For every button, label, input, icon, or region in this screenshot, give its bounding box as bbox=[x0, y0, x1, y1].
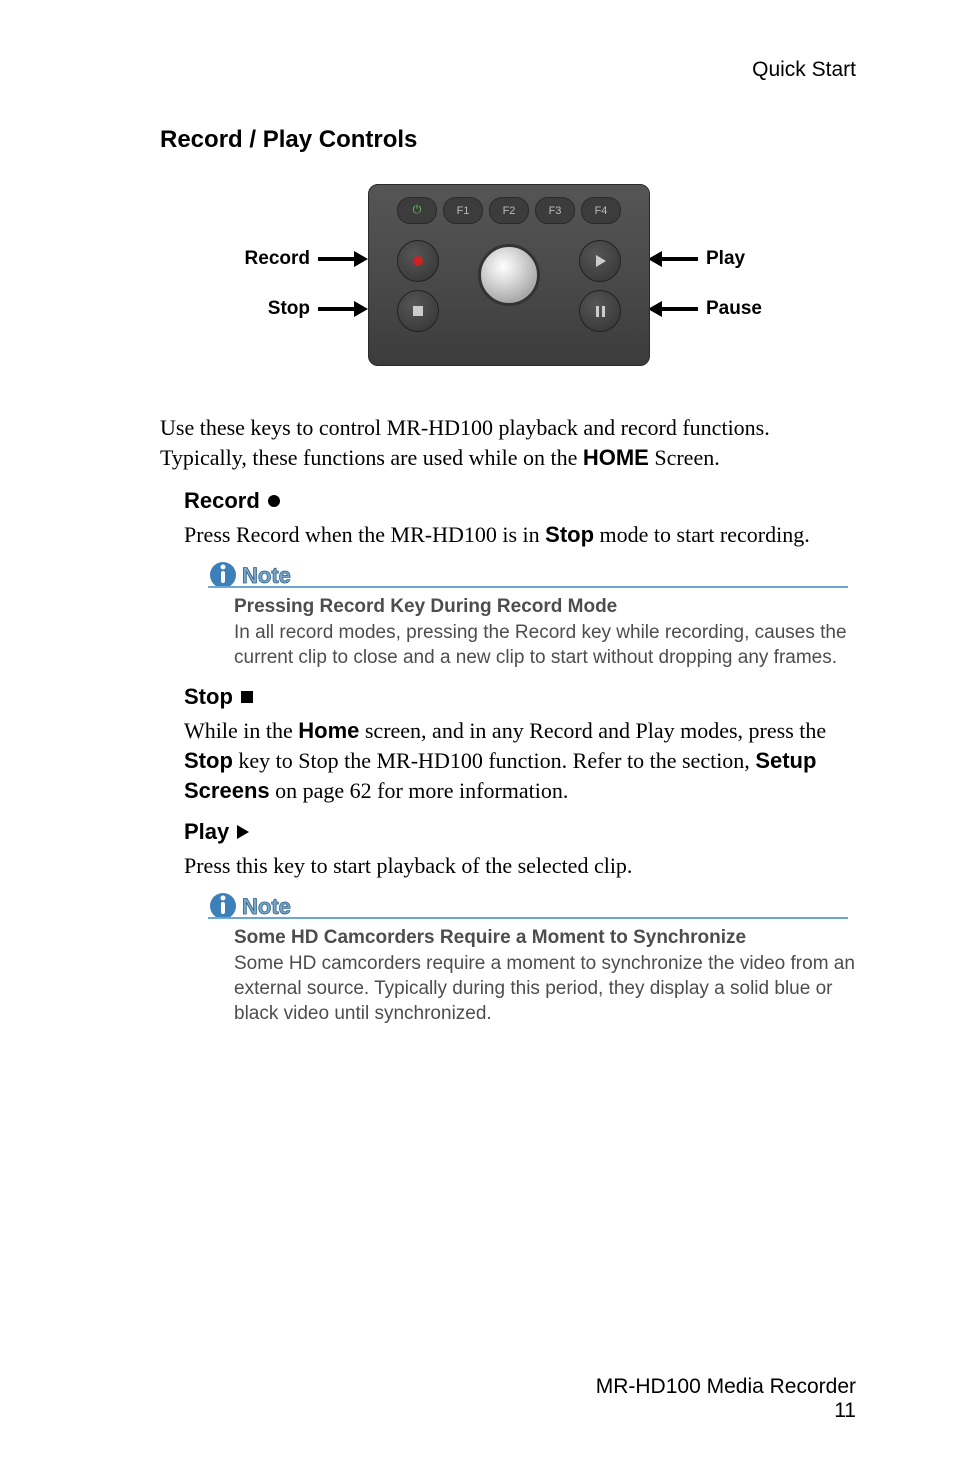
note2-text: Some HD camcorders require a moment to s… bbox=[234, 951, 856, 1026]
play-body: Press this key to start playback of the … bbox=[184, 851, 856, 881]
controls-figure: Record Stop Play Pause ⏻ F1 F2 F3 F4 bbox=[228, 184, 788, 379]
f1-key: F1 bbox=[443, 197, 483, 224]
stop-heading: Stop bbox=[184, 684, 856, 710]
record-p2: mode to start recording. bbox=[594, 522, 810, 547]
page-header: Quick Start bbox=[160, 58, 856, 82]
intro-p2: Screen. bbox=[649, 445, 720, 470]
label-record-text: Record bbox=[245, 248, 310, 270]
stop-p2: screen, and in any Record and Play modes… bbox=[359, 718, 826, 743]
label-record: Record bbox=[245, 248, 368, 270]
record-icon bbox=[268, 495, 280, 507]
footer-page: 11 bbox=[596, 1399, 856, 1423]
stop-p1: While in the bbox=[184, 718, 298, 743]
f3-key: F3 bbox=[535, 197, 575, 224]
record-p1: Press Record when the MR-HD100 is in bbox=[184, 522, 545, 547]
label-play-text: Play bbox=[706, 248, 745, 270]
stop-p4: on page 62 for more information. bbox=[270, 778, 569, 803]
label-pause-text: Pause bbox=[706, 298, 762, 320]
note-block-1: Note Pressing Record Key During Record M… bbox=[208, 560, 856, 670]
stop-body: While in the Home screen, and in any Rec… bbox=[184, 716, 856, 805]
record-heading: Record bbox=[184, 488, 856, 514]
note1-text: In all record modes, pressing the Record… bbox=[234, 620, 856, 670]
play-button-icon bbox=[579, 240, 621, 282]
label-play: Play bbox=[648, 248, 745, 270]
play-heading-text: Play bbox=[184, 819, 229, 845]
section-title: Record / Play Controls bbox=[160, 126, 856, 154]
footer-product: MR-HD100 Media Recorder bbox=[596, 1375, 856, 1399]
f4-key: F4 bbox=[581, 197, 621, 224]
record-stop-word: Stop bbox=[545, 522, 594, 547]
stop-button-icon bbox=[397, 290, 439, 332]
play-heading: Play bbox=[184, 819, 856, 845]
f2-key: F2 bbox=[489, 197, 529, 224]
label-stop: Stop bbox=[268, 298, 368, 320]
stop-heading-text: Stop bbox=[184, 684, 233, 710]
stop-home: Home bbox=[298, 718, 359, 743]
label-stop-text: Stop bbox=[268, 298, 310, 320]
power-icon: ⏻ bbox=[397, 197, 437, 224]
center-ring-icon bbox=[478, 244, 540, 306]
record-heading-text: Record bbox=[184, 488, 260, 514]
play-icon bbox=[237, 825, 249, 839]
note-block-2: Note Some HD Camcorders Require a Moment… bbox=[208, 891, 856, 1026]
record-body: Press Record when the MR-HD100 is in Sto… bbox=[184, 520, 856, 550]
stop-p3: key to Stop the MR-HD100 function. Refer… bbox=[233, 748, 755, 773]
page-footer: MR-HD100 Media Recorder 11 bbox=[596, 1375, 856, 1423]
label-pause: Pause bbox=[648, 298, 762, 320]
stop-stopkey: Stop bbox=[184, 748, 233, 773]
intro-paragraph: Use these keys to control MR-HD100 playb… bbox=[160, 413, 856, 472]
note2-title: Some HD Camcorders Require a Moment to S… bbox=[234, 927, 856, 949]
intro-home: HOME bbox=[583, 445, 649, 470]
note1-title: Pressing Record Key During Record Mode bbox=[234, 596, 856, 618]
control-panel: ⏻ F1 F2 F3 F4 bbox=[368, 184, 650, 366]
note-badge-text: Note bbox=[242, 894, 291, 919]
pause-button-icon bbox=[579, 290, 621, 332]
note-badge-text: Note bbox=[242, 563, 291, 588]
stop-icon bbox=[241, 691, 253, 703]
record-button-icon bbox=[397, 240, 439, 282]
